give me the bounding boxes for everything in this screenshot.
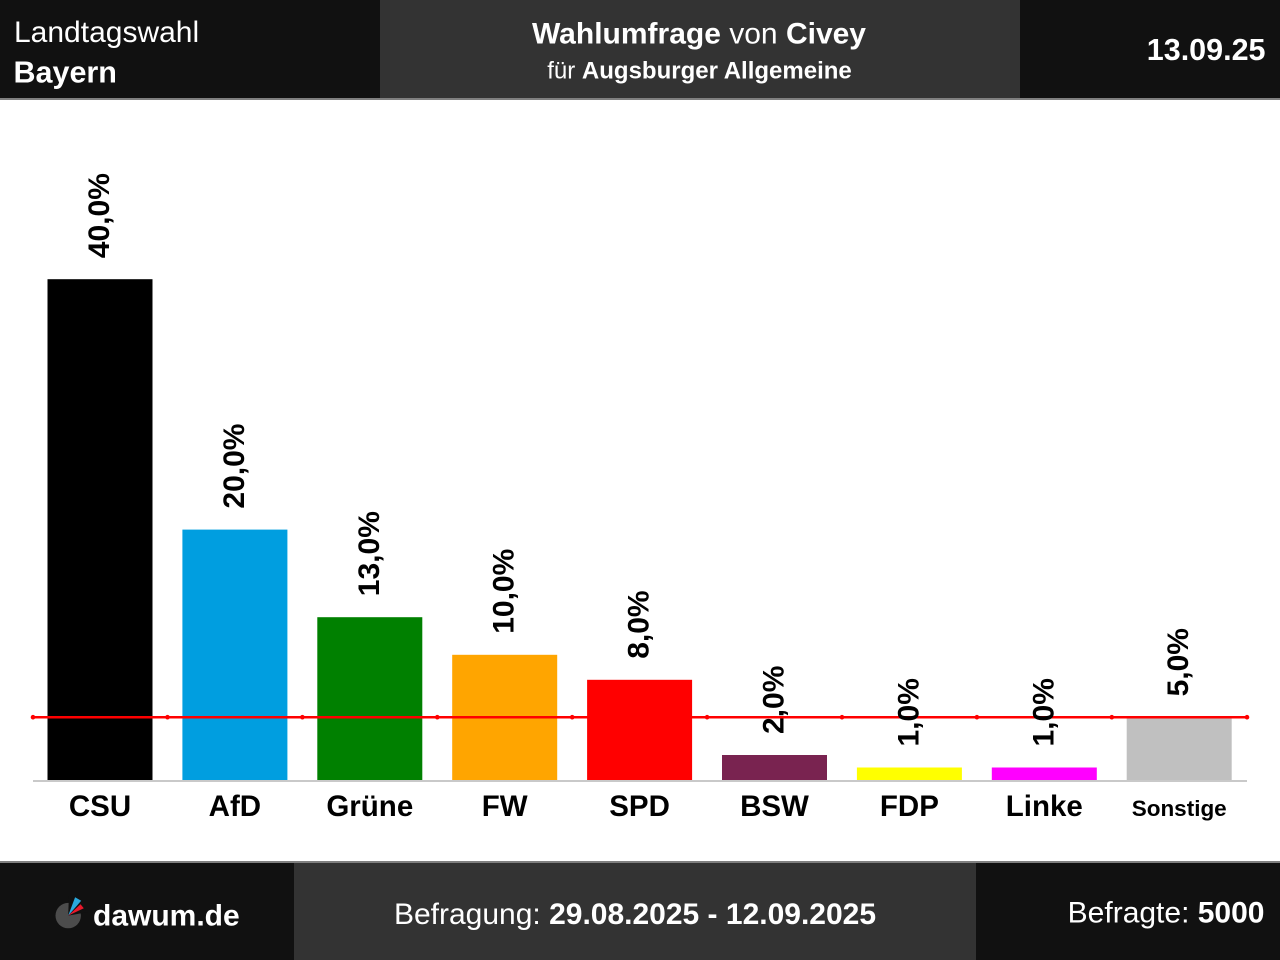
svg-text:20,0%: 20,0% bbox=[218, 424, 251, 509]
svg-text:10,0%: 10,0% bbox=[488, 549, 521, 634]
svg-text:Sonstige: Sonstige bbox=[1132, 796, 1227, 821]
svg-text:SPD: SPD bbox=[609, 790, 670, 823]
svg-text:BSW: BSW bbox=[740, 790, 809, 823]
svg-text:13.09.25: 13.09.25 bbox=[1147, 33, 1266, 67]
svg-text:FW: FW bbox=[482, 790, 528, 823]
svg-text:CSU: CSU bbox=[69, 790, 131, 823]
svg-text:Bayern: Bayern bbox=[14, 55, 117, 89]
svg-text:Befragung: 29.08.2025 - 12.09.: Befragung: 29.08.2025 - 12.09.2025 bbox=[394, 898, 876, 931]
svg-text:40,0%: 40,0% bbox=[83, 173, 116, 258]
svg-text:Grüne: Grüne bbox=[326, 790, 413, 823]
svg-text:1,0%: 1,0% bbox=[892, 678, 925, 746]
svg-text:FDP: FDP bbox=[880, 790, 939, 823]
svg-text:1,0%: 1,0% bbox=[1027, 678, 1060, 746]
svg-text:2,0%: 2,0% bbox=[758, 666, 791, 734]
svg-text:13,0%: 13,0% bbox=[353, 511, 386, 596]
svg-text:dawum.de: dawum.de bbox=[93, 900, 240, 933]
svg-text:Linke: Linke bbox=[1006, 790, 1083, 823]
svg-text:Befragte: 5000: Befragte: 5000 bbox=[1068, 897, 1265, 930]
svg-text:für Augsburger Allgemeine: für Augsburger Allgemeine bbox=[547, 58, 852, 85]
svg-text:8,0%: 8,0% bbox=[623, 590, 656, 658]
svg-text:Landtagswahl: Landtagswahl bbox=[14, 16, 199, 49]
svg-text:Wahlumfrage von Civey: Wahlumfrage von Civey bbox=[532, 18, 866, 51]
svg-text:AfD: AfD bbox=[209, 790, 261, 823]
svg-text:5,0%: 5,0% bbox=[1162, 628, 1195, 696]
